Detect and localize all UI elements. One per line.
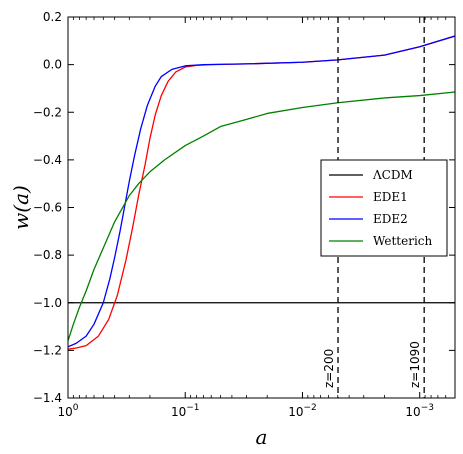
series-line-ede2-2 <box>68 35 455 348</box>
x-tick-label: 100 <box>57 403 78 419</box>
y-tick-label: −0.2 <box>33 105 62 119</box>
legend: ΛCDM EDE1 EDE2 Wetterich <box>320 159 448 257</box>
legend-label-2: EDE2 <box>373 212 408 226</box>
x-tick-label: 10−3 <box>405 403 434 419</box>
y-tick-label: −1.0 <box>33 296 62 310</box>
series-line-wetterich-3 <box>68 91 455 342</box>
y-tick-label: −0.6 <box>33 201 62 215</box>
y-tick-label: −1.2 <box>33 343 62 357</box>
y-tick-label: 0.0 <box>43 58 62 72</box>
legend-label-1: EDE1 <box>373 190 408 204</box>
x-axis-label: a <box>256 425 268 449</box>
y-tick-label: −1.4 <box>33 391 62 405</box>
y-tick-label: 0.2 <box>43 10 62 24</box>
series-layer <box>68 35 455 350</box>
annotation-label-1: z=1090 <box>408 341 422 388</box>
legend-label-0: ΛCDM <box>372 168 413 182</box>
y-tick-label: −0.8 <box>33 248 62 262</box>
annotation-label-0: z=200 <box>322 349 336 388</box>
y-tick-label: −0.4 <box>33 153 62 167</box>
legend-box <box>320 159 448 257</box>
y-axis-label: w(a) <box>9 185 33 230</box>
legend-label-3: Wetterich <box>373 234 432 248</box>
x-tick-label: 10−2 <box>288 403 317 419</box>
x-tick-label: 10−1 <box>171 403 200 419</box>
